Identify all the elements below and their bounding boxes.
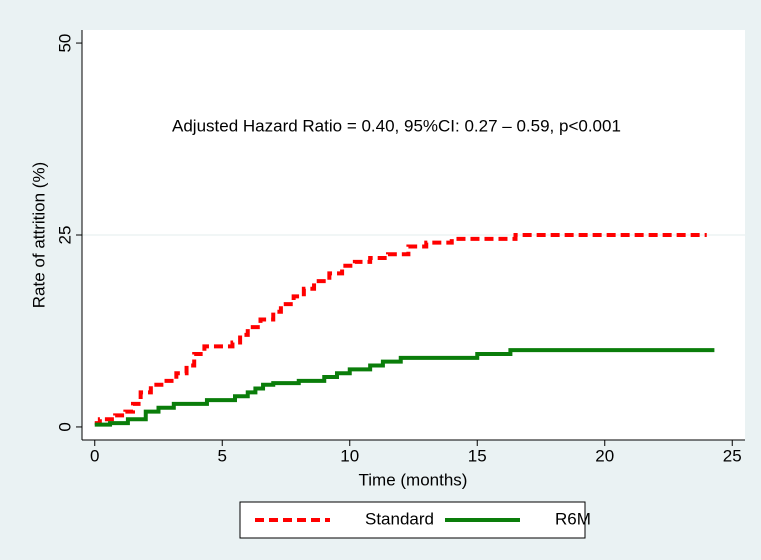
x-tick-label: 10 <box>340 446 359 465</box>
x-tick-label: 0 <box>90 446 99 465</box>
y-tick-label: 25 <box>55 226 74 245</box>
annotation: Adjusted Hazard Ratio = 0.40, 95%CI: 0.2… <box>172 116 621 135</box>
x-tick-label: 15 <box>468 446 487 465</box>
legend-label: R6M <box>555 509 591 528</box>
legend-label: Standard <box>365 509 434 528</box>
step-line <box>94 348 715 427</box>
y-tick-label: 0 <box>55 422 74 431</box>
x-tick-label: 5 <box>218 446 227 465</box>
step-line <box>94 233 707 426</box>
y-tick-label: 50 <box>55 34 74 53</box>
x-tick-label: 20 <box>595 446 614 465</box>
x-axis-label: Time (months) <box>359 470 468 489</box>
x-tick-label: 25 <box>723 446 742 465</box>
y-axis-label: Rate of attrition (%) <box>29 162 48 308</box>
